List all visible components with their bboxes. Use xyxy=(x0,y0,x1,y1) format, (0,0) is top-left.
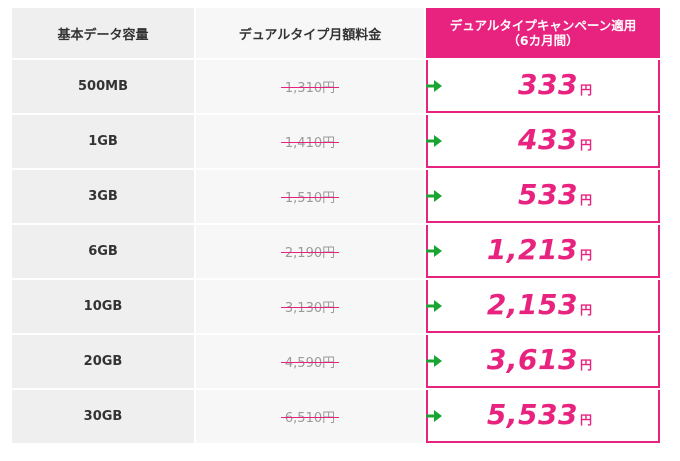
header-monthly-fee-label: デュアルタイプ月額料金 xyxy=(238,27,382,43)
table-row: 6GB 2,190円 1,213 円 xyxy=(12,225,660,278)
campaign-price-value: 333 xyxy=(518,68,578,101)
campaign-price-cell: 5,533 円 xyxy=(426,390,660,443)
regular-price-value: 3,130円 xyxy=(280,297,340,316)
header-campaign: デュアルタイプキャンペーン適用 （6カ月間） xyxy=(426,8,660,58)
capacity-value: 20GB xyxy=(83,354,123,369)
campaign-price-cell: 1,213 円 xyxy=(426,225,660,278)
table-row: 20GB 4,590円 3,613 円 xyxy=(12,335,660,388)
regular-price-value: 1,510円 xyxy=(280,187,340,206)
campaign-price-unit: 円 xyxy=(579,358,592,372)
campaign-price: 5,533 円 xyxy=(487,398,592,431)
campaign-price-value: 433 xyxy=(518,123,578,156)
arrow-right-icon xyxy=(426,245,442,257)
campaign-price-value: 1,213 xyxy=(486,233,578,266)
campaign-price: 333 円 xyxy=(518,68,592,101)
campaign-price-value: 3,613 xyxy=(486,343,578,376)
campaign-price: 1,213 円 xyxy=(487,233,592,266)
campaign-price-cell: 433 円 xyxy=(426,115,660,168)
table-row: 500MB 1,310円 333 円 xyxy=(12,60,660,113)
capacity-value: 500MB xyxy=(78,79,128,94)
capacity-value: 10GB xyxy=(83,299,123,314)
campaign-price: 533 円 xyxy=(518,178,592,211)
campaign-price-unit: 円 xyxy=(579,138,592,152)
campaign-price: 3,613 円 xyxy=(487,343,592,376)
campaign-price-cell: 533 円 xyxy=(426,170,660,223)
capacity-cell: 500MB xyxy=(12,60,194,113)
arrow-right-icon xyxy=(426,80,442,92)
campaign-price-unit: 円 xyxy=(579,248,592,262)
campaign-price-unit: 円 xyxy=(579,83,592,97)
campaign-price-unit: 円 xyxy=(579,193,592,207)
regular-price-value: 2,190円 xyxy=(280,242,340,261)
table-row: 1GB 1,410円 433 円 xyxy=(12,115,660,168)
campaign-price: 433 円 xyxy=(518,123,592,156)
campaign-price-cell: 3,613 円 xyxy=(426,335,660,388)
campaign-price-unit: 円 xyxy=(579,413,592,427)
regular-price-cell: 6,510円 xyxy=(196,390,424,443)
campaign-price-cell: 333 円 xyxy=(426,60,660,113)
header-capacity-label: 基本データ容量 xyxy=(57,27,149,43)
arrow-right-icon xyxy=(426,135,442,147)
table-row: 30GB 6,510円 5,533 円 xyxy=(12,390,660,443)
header-campaign-label: デュアルタイプキャンペーン適用 xyxy=(449,18,637,33)
regular-price-value: 1,410円 xyxy=(280,132,340,151)
campaign-price-value: 5,533 xyxy=(486,398,578,431)
capacity-cell: 1GB xyxy=(12,115,194,168)
table-row: 3GB 1,510円 533 円 xyxy=(12,170,660,223)
campaign-price-cell: 2,153 円 xyxy=(426,280,660,333)
capacity-value: 6GB xyxy=(88,244,118,259)
header-capacity: 基本データ容量 xyxy=(12,8,194,58)
capacity-value: 3GB xyxy=(88,189,118,204)
header-monthly-fee: デュアルタイプ月額料金 xyxy=(196,8,424,58)
capacity-value: 30GB xyxy=(83,409,123,424)
campaign-price: 2,153 円 xyxy=(487,288,592,321)
regular-price-value: 4,590円 xyxy=(280,352,340,371)
table-row: 10GB 3,130円 2,153 円 xyxy=(12,280,660,333)
capacity-cell: 10GB xyxy=(12,280,194,333)
arrow-right-icon xyxy=(426,355,442,367)
regular-price-cell: 1,510円 xyxy=(196,170,424,223)
capacity-cell: 20GB xyxy=(12,335,194,388)
arrow-right-icon xyxy=(426,190,442,202)
regular-price-cell: 3,130円 xyxy=(196,280,424,333)
regular-price-value: 1,310円 xyxy=(280,77,340,96)
capacity-cell: 3GB xyxy=(12,170,194,223)
arrow-right-icon xyxy=(426,410,442,422)
regular-price-value: 6,510円 xyxy=(280,407,340,426)
capacity-cell: 30GB xyxy=(12,390,194,443)
regular-price-cell: 1,310円 xyxy=(196,60,424,113)
header-campaign-period: （6カ月間） xyxy=(507,33,579,48)
campaign-price-value: 533 xyxy=(518,178,578,211)
arrow-right-icon xyxy=(426,300,442,312)
regular-price-cell: 4,590円 xyxy=(196,335,424,388)
capacity-value: 1GB xyxy=(88,134,118,149)
campaign-price-value: 2,153 xyxy=(486,288,578,321)
campaign-price-unit: 円 xyxy=(579,303,592,317)
regular-price-cell: 2,190円 xyxy=(196,225,424,278)
regular-price-cell: 1,410円 xyxy=(196,115,424,168)
capacity-cell: 6GB xyxy=(12,225,194,278)
